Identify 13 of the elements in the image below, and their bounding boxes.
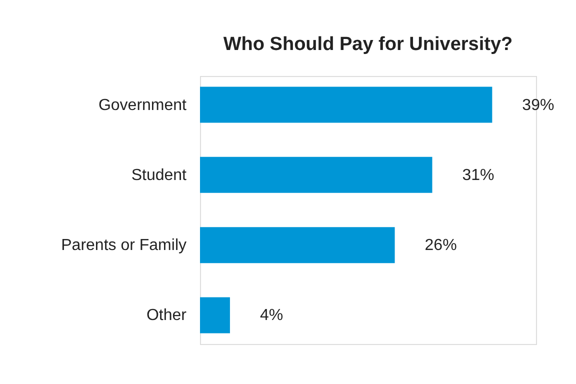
- bar: [200, 156, 432, 193]
- data-label: 4%: [260, 307, 284, 324]
- y-tick-label: Other: [146, 307, 188, 324]
- y-tick-label: Government: [98, 96, 188, 114]
- data-label: 26%: [424, 237, 457, 254]
- y-tick-label: Student: [131, 166, 188, 184]
- y-tick-label: Parents or Family: [61, 237, 186, 254]
- data-label: 31%: [462, 166, 494, 184]
- data-label: 39%: [522, 96, 554, 114]
- bar: [200, 297, 230, 334]
- bar: [200, 86, 492, 123]
- bar: [200, 227, 395, 264]
- chart-title: Who Should Pay for University?: [223, 34, 513, 55]
